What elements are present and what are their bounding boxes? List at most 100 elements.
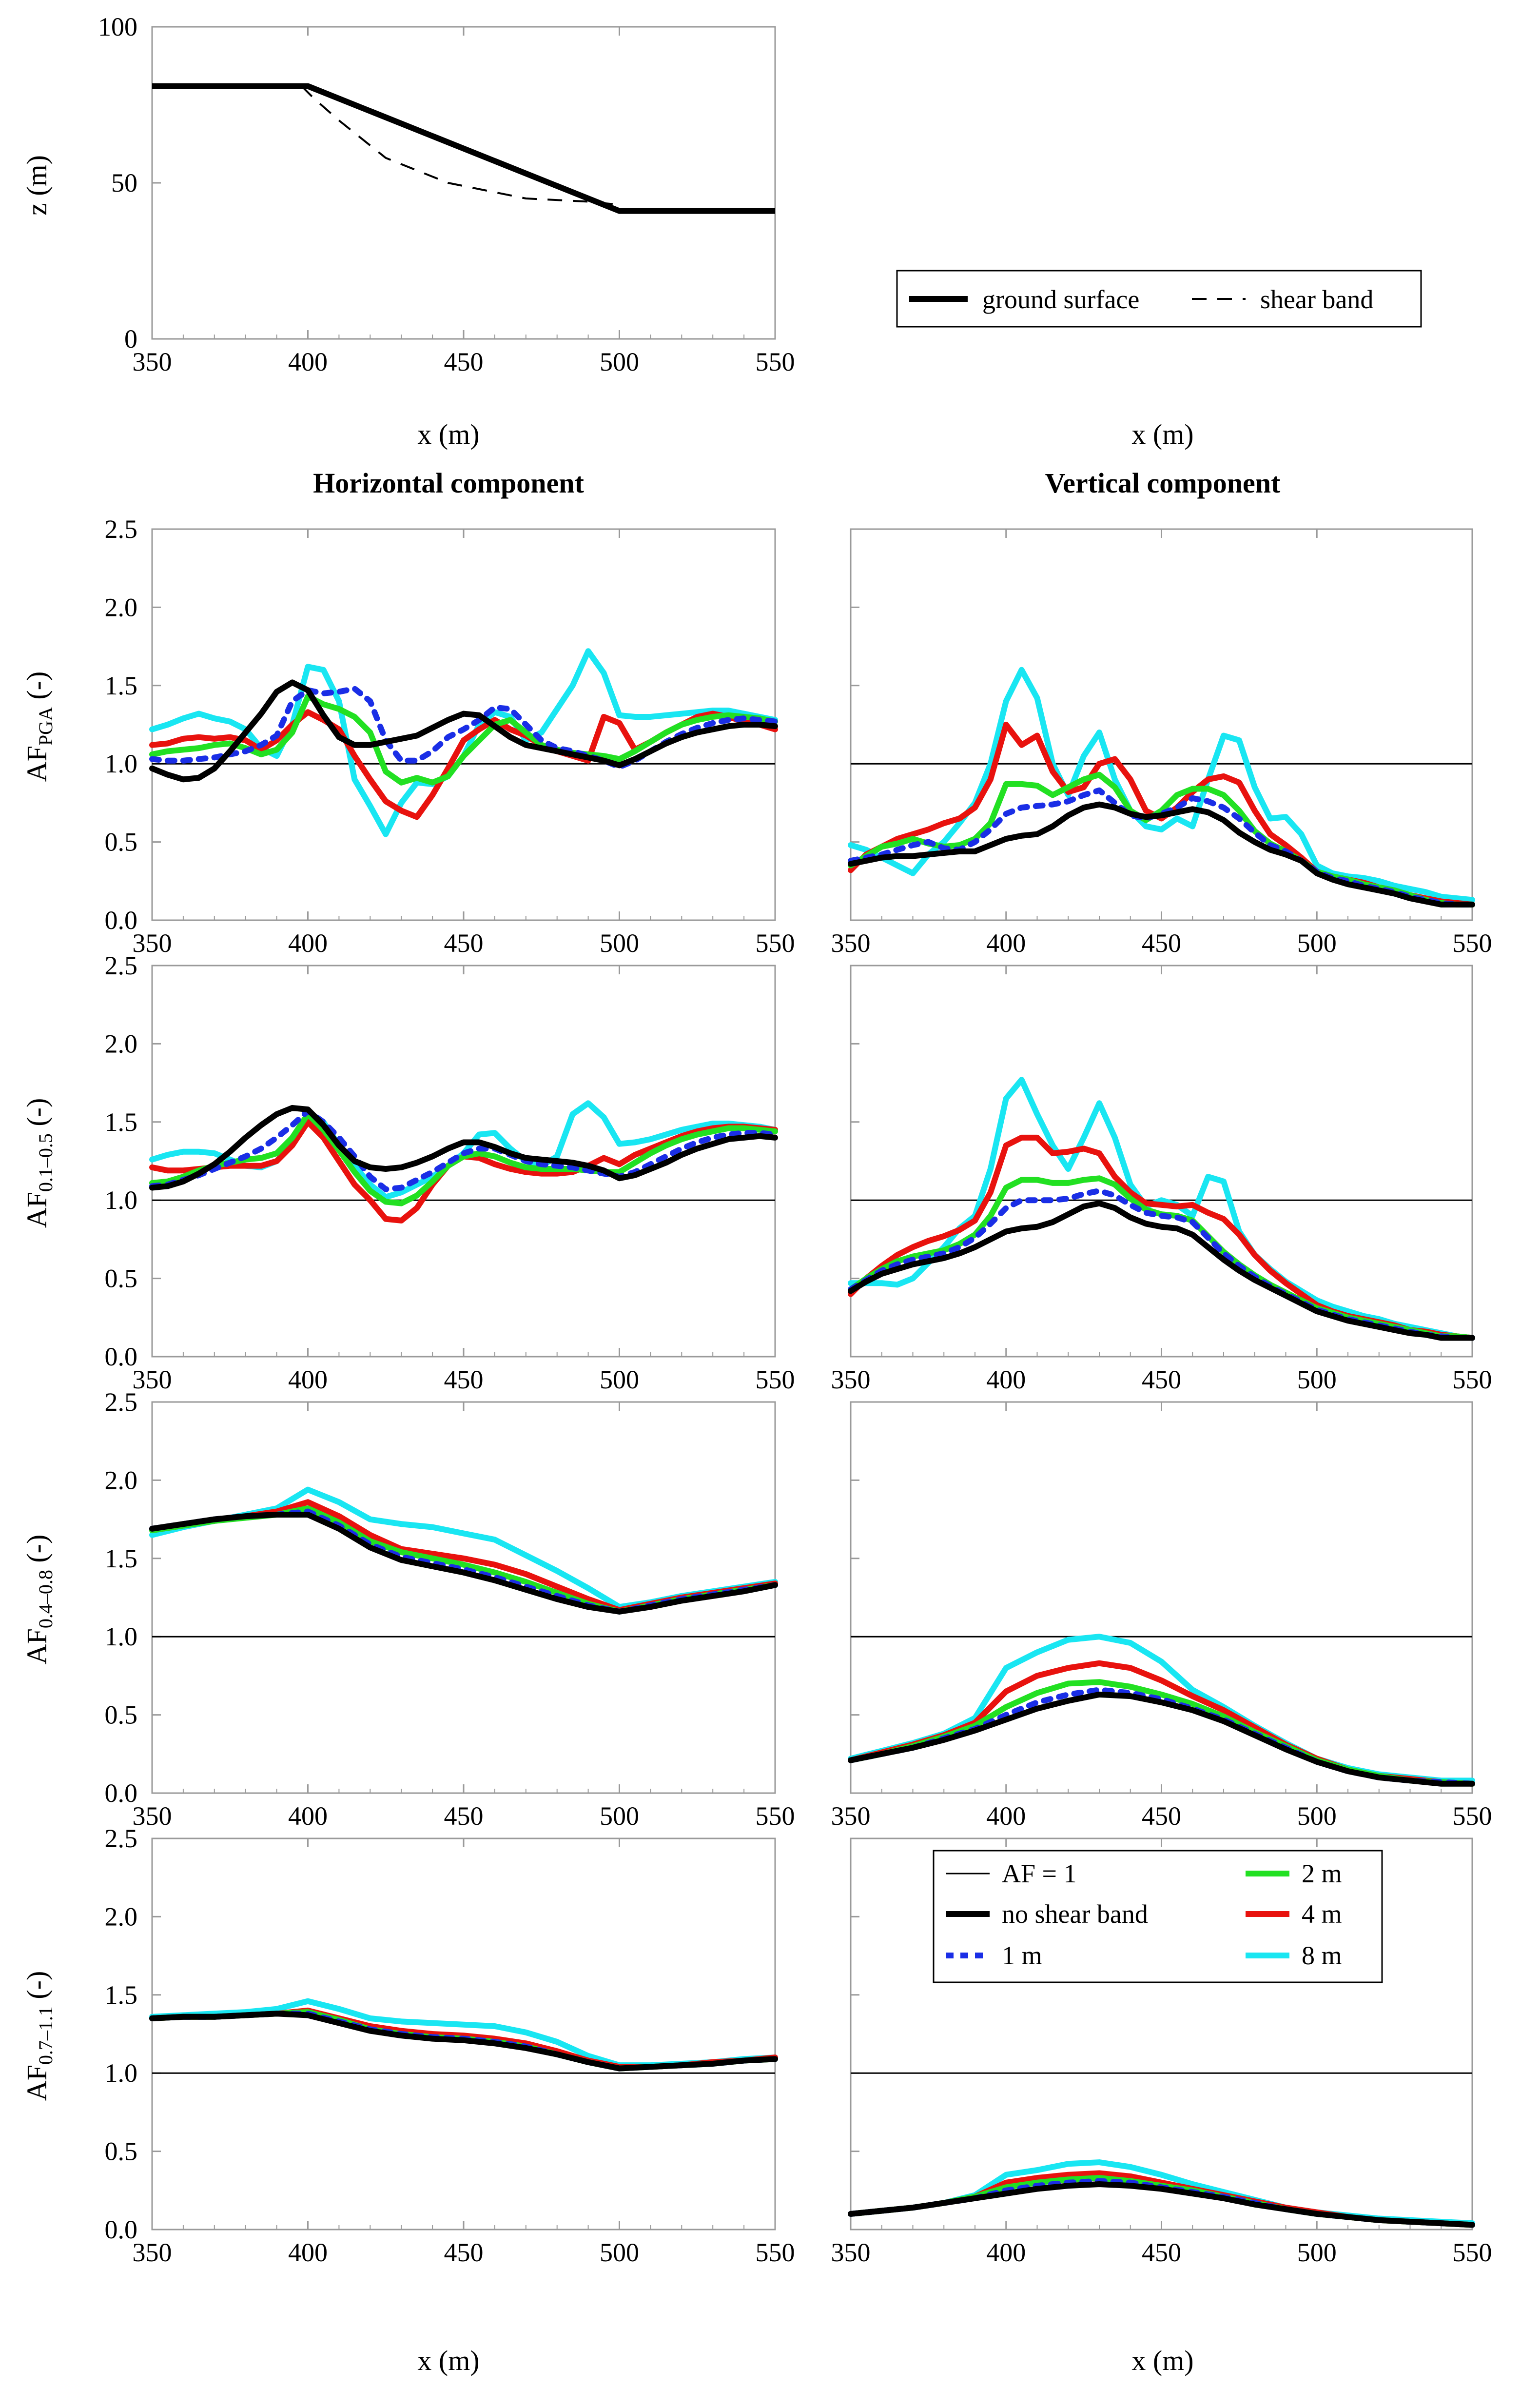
y-tick-label-pga-horizontal: 1.5 (105, 671, 138, 700)
y-axis-label-pga-sub: PGA (35, 707, 57, 746)
series-2m-pga-horizontal (149, 693, 778, 786)
x-tick-label-p3-horizontal: 450 (444, 2238, 484, 2267)
x-tick-label-pga-horizontal: 450 (444, 928, 484, 958)
y-axis-label-pga: AFPGA (-) (21, 671, 57, 782)
y-tick-label-p2-horizontal: 2.0 (105, 1465, 138, 1495)
x-tick-label-geometry-left: 400 (288, 347, 328, 376)
x-axis-label-geometry-right: x (m) (1131, 418, 1193, 450)
x-tick-label-p3-vertical: 350 (831, 2238, 871, 2267)
column-title-horizontal: Horizontal component (313, 467, 584, 499)
x-tick-label-p1-horizontal: 400 (288, 1365, 328, 1394)
column-title-vertical: Vertical component (1045, 467, 1281, 499)
x-tick-label-p3-horizontal: 500 (600, 2238, 639, 2267)
series-8m-p2-vertical (848, 1634, 1475, 1784)
series-no_shear_band-p1-horizontal (149, 1105, 778, 1191)
ground-surface-line-geometry-left (152, 83, 775, 214)
legend-ground-surface-label: ground surface (982, 285, 1139, 314)
y-tick-label-p1-horizontal: 0.0 (105, 1342, 138, 1371)
series-no_shear_band-p1-vertical (848, 1200, 1475, 1341)
y-axis-label-p3: AF0.7–1.1 (-) (21, 1971, 57, 2101)
y-tick-label-pga-horizontal: 2.5 (105, 514, 138, 544)
x-tick-label-p1-vertical: 500 (1297, 1365, 1337, 1394)
x-tick-label-p3-horizontal: 400 (288, 2238, 328, 2267)
x-tick-label-p1-vertical: 400 (986, 1365, 1026, 1394)
y-axis-label-p1-unit: (-) (21, 1098, 53, 1133)
panel-p1-horizontal: 350 400 450 500 550 0.0 0.5 1.0 1.5 2.0 2.5 (105, 951, 795, 1394)
x-tick-label-p1-horizontal: 550 (756, 1365, 795, 1394)
y-tick-label-p2-horizontal: 1.5 (105, 1544, 138, 1573)
x-tick-label-p2-horizontal: 450 (444, 1801, 484, 1831)
series-no_shear_band-p2-vertical (848, 1691, 1475, 1787)
x-tick-label-p3-vertical: 550 (1453, 2238, 1492, 2267)
legend-2m-label: 2 m (1302, 1859, 1342, 1888)
panel-frame-pga-vertical (850, 528, 1473, 921)
panel-p2-vertical: 350 400 450 500 550 (831, 1401, 1492, 1831)
y-tick-label-p3-horizontal: 1.0 (105, 2058, 138, 2088)
x-tick-label-p1-horizontal: 350 (133, 1365, 172, 1394)
af-legend: AF = 1 no shear band 1 m 2 m 4 m 8 m (933, 1850, 1383, 1983)
x-tick-label-p2-horizontal: 550 (756, 1801, 795, 1831)
x-tick-label-p1-horizontal: 450 (444, 1365, 484, 1394)
x-tick-label-pga-vertical: 350 (831, 928, 871, 958)
x-tick-label-p2-horizontal: 400 (288, 1801, 328, 1831)
panel-geometry-left: 350 400 450 500 550 0 50 100 (98, 12, 795, 376)
y-tick-label-p2-horizontal: 0.5 (105, 1700, 138, 1730)
x-tick-label-geometry-left: 450 (444, 347, 484, 376)
x-tick-label-p3-horizontal: 350 (133, 2238, 172, 2267)
legend-shear-band-label: shear band (1260, 285, 1373, 314)
series-8m-p1-vertical (848, 1077, 1475, 1341)
x-tick-label-p3-vertical: 500 (1297, 2238, 1337, 2267)
x-tick-label-p2-vertical: 400 (986, 1801, 1026, 1831)
x-axis-label-bottom-right: x (m) (1131, 2345, 1193, 2376)
legend-8m-label: 8 m (1302, 1941, 1342, 1970)
x-tick-label-pga-vertical: 400 (986, 928, 1026, 958)
y-tick-label-p2-horizontal: 1.0 (105, 1622, 138, 1651)
series-no_shear_band-p2-horizontal (149, 1511, 778, 1615)
legend-1m-label: 1 m (1002, 1941, 1042, 1970)
y-tick-label-geometry-left: 0 (124, 324, 137, 354)
y-tick-label-p3-horizontal: 0.0 (105, 2215, 138, 2244)
x-tick-label-p1-horizontal: 500 (600, 1365, 639, 1394)
x-tick-label-p2-vertical: 450 (1142, 1801, 1181, 1831)
x-tick-label-pga-vertical: 500 (1297, 928, 1337, 958)
x-tick-label-pga-horizontal: 550 (756, 928, 795, 958)
x-tick-label-pga-vertical: 550 (1453, 928, 1492, 958)
series-8m-pga-vertical (848, 667, 1475, 903)
x-tick-label-p3-vertical: 400 (986, 2238, 1026, 2267)
x-tick-label-p2-vertical: 550 (1453, 1801, 1492, 1831)
y-axis-label-p1-sub: 0.1–0.5 (35, 1133, 57, 1192)
x-tick-label-p3-horizontal: 550 (756, 2238, 795, 2267)
series-4m-p2-vertical (848, 1660, 1475, 1787)
y-axis-label-p2-sub: 0.4–0.8 (35, 1570, 57, 1628)
af-legend-box (933, 1850, 1383, 1983)
panel-p2-horizontal: 350 400 450 500 550 0.0 0.5 1.0 1.5 2.0 2.5 (105, 1387, 795, 1831)
panel-frame-geometry-left (151, 26, 776, 340)
x-tick-label-geometry-left: 350 (133, 347, 172, 376)
panel-p1-vertical: 350 400 450 500 550 (831, 965, 1492, 1394)
y-tick-label-pga-horizontal: 1.0 (105, 749, 138, 778)
y-axis-label-p2-unit: (-) (21, 1535, 53, 1570)
y-tick-label-p3-horizontal: 1.5 (105, 1980, 138, 2010)
x-tick-label-p2-vertical: 350 (831, 1801, 871, 1831)
y-tick-label-p3-horizontal: 2.0 (105, 1902, 138, 1931)
y-tick-label-p3-horizontal: 0.5 (105, 2137, 138, 2166)
x-tick-label-p2-vertical: 500 (1297, 1801, 1337, 1831)
legend-af1-label: AF = 1 (1002, 1859, 1076, 1888)
y-tick-label-p1-horizontal: 0.5 (105, 1264, 138, 1293)
x-tick-label-pga-horizontal: 350 (133, 928, 172, 958)
y-axis-label-p2-main: AF (21, 1628, 53, 1664)
y-axis-label-p1: AF0.1–0.5 (-) (21, 1098, 57, 1228)
series-2m-p1-horizontal (149, 1111, 778, 1206)
panel-p3-vertical: 350 400 450 500 550 (831, 1837, 1492, 2267)
y-tick-label-p1-horizontal: 2.0 (105, 1029, 138, 1058)
x-axis-label-geometry-left: x (m) (417, 418, 479, 450)
x-tick-label-p2-horizontal: 500 (600, 1801, 639, 1831)
series-no_shear_band-pga-vertical (848, 801, 1475, 908)
x-tick-label-pga-vertical: 450 (1142, 928, 1181, 958)
series-1m-p1-horizontal (149, 1108, 778, 1192)
panel-frame-p1-vertical (850, 965, 1473, 1358)
y-tick-label-p1-horizontal: 1.5 (105, 1107, 138, 1137)
y-tick-label-p2-horizontal: 2.5 (105, 1387, 138, 1417)
x-tick-label-pga-horizontal: 500 (600, 928, 639, 958)
